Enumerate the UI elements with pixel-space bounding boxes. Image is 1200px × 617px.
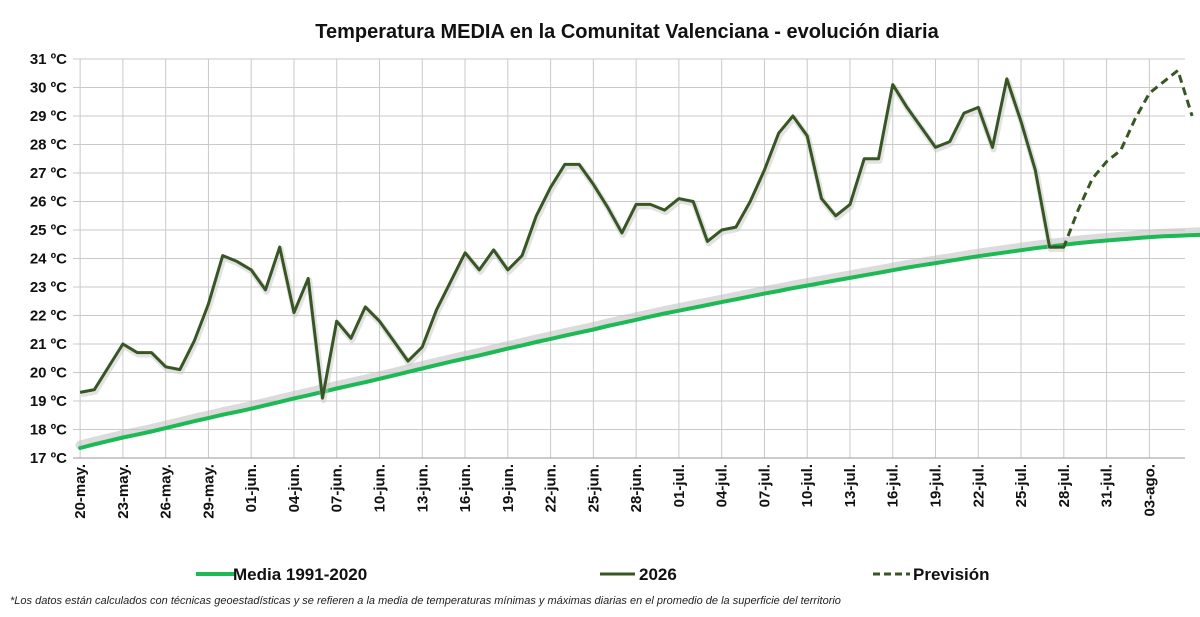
y-tick-label: 29 ºC xyxy=(30,108,67,125)
x-tick-label: 07-jun. xyxy=(329,464,346,512)
y-tick-label: 22 ºC xyxy=(30,308,67,325)
x-tick-label: 19-jun. xyxy=(500,464,517,512)
legend-label-2026: 2026 xyxy=(639,565,677,584)
x-tick-label: 25-jul. xyxy=(1013,464,1030,507)
y-tick-label: 21 ºC xyxy=(30,336,67,353)
legend: Media 1991-2020 2026 Previsión xyxy=(196,565,990,584)
x-tick-label: 07-jul. xyxy=(756,464,773,507)
y-tick-label: 28 ºC xyxy=(30,137,67,154)
x-tick-label: 26-may. xyxy=(158,464,175,519)
y-tick-label: 24 ºC xyxy=(30,251,67,268)
y-tick-label: 26 ºC xyxy=(30,194,67,211)
x-tick-label: 25-jun. xyxy=(585,464,602,512)
x-tick-label: 29-may. xyxy=(200,464,217,519)
x-tick-label: 20-may. xyxy=(72,464,89,519)
chart-title: Temperatura MEDIA en la Comunitat Valenc… xyxy=(315,21,939,43)
y-tick-label: 25 ºC xyxy=(30,222,67,239)
x-tick-label: 13-jul. xyxy=(842,464,859,507)
series-lines xyxy=(75,68,1200,450)
x-tick-label: 22-jul. xyxy=(970,464,987,507)
x-tick-label: 01-jul. xyxy=(671,464,688,507)
series-shadow-media xyxy=(75,227,1200,450)
x-tick-label: 10-jul. xyxy=(799,464,816,507)
series-shadow-2026 xyxy=(80,77,1065,404)
x-tick-label: 23-may. xyxy=(115,464,132,519)
grid-lines xyxy=(73,58,1185,459)
y-tick-label: 19 ºC xyxy=(30,393,67,410)
y-tick-label: 18 ºC xyxy=(30,422,67,439)
series-line-2026 xyxy=(79,77,1064,400)
x-tick-label: 31-jul. xyxy=(1099,464,1116,507)
x-tick-label: 22-jun. xyxy=(543,464,560,512)
legend-label-prevision: Previsión xyxy=(913,565,990,584)
legend-label-media: Media 1991-2020 xyxy=(233,565,367,584)
y-tick-label: 17 ºC xyxy=(30,450,67,467)
x-tick-label: 28-jun. xyxy=(628,464,645,512)
y-tick-label: 31 ºC xyxy=(30,51,67,68)
series-line-prevision xyxy=(1049,68,1194,249)
x-tick-label: 13-jun. xyxy=(414,464,431,512)
y-tick-label: 30 ºC xyxy=(30,80,67,97)
x-tick-label: 10-jun. xyxy=(372,464,389,512)
x-tick-label: 03-ago. xyxy=(1141,464,1158,517)
x-tick-label: 01-jun. xyxy=(243,464,260,512)
x-tick-label: 04-jun. xyxy=(286,464,303,512)
x-axis-ticks: 20-may. 23-may. 26-may. 29-may. 01-jun. 04-ju… xyxy=(72,464,1158,519)
x-tick-label: 04-jul. xyxy=(714,464,731,507)
x-tick-label: 16-jul. xyxy=(885,464,902,507)
y-tick-label: 23 ºC xyxy=(30,279,67,296)
x-tick-label: 16-jun. xyxy=(457,464,474,512)
footnote: *Los datos están calculados con técnicas… xyxy=(10,595,841,607)
x-tick-label: 19-jul. xyxy=(928,464,945,507)
series-line-media xyxy=(78,232,1200,450)
y-tick-label: 27 ºC xyxy=(30,165,67,182)
x-tick-label: 28-jul. xyxy=(1056,464,1073,507)
y-tick-label: 20 ºC xyxy=(30,365,67,382)
y-axis-ticks: 17 ºC 18 ºC 19 ºC 20 ºC 21 ºC 22 ºC 23 ºC 24 ºC… xyxy=(30,51,67,467)
